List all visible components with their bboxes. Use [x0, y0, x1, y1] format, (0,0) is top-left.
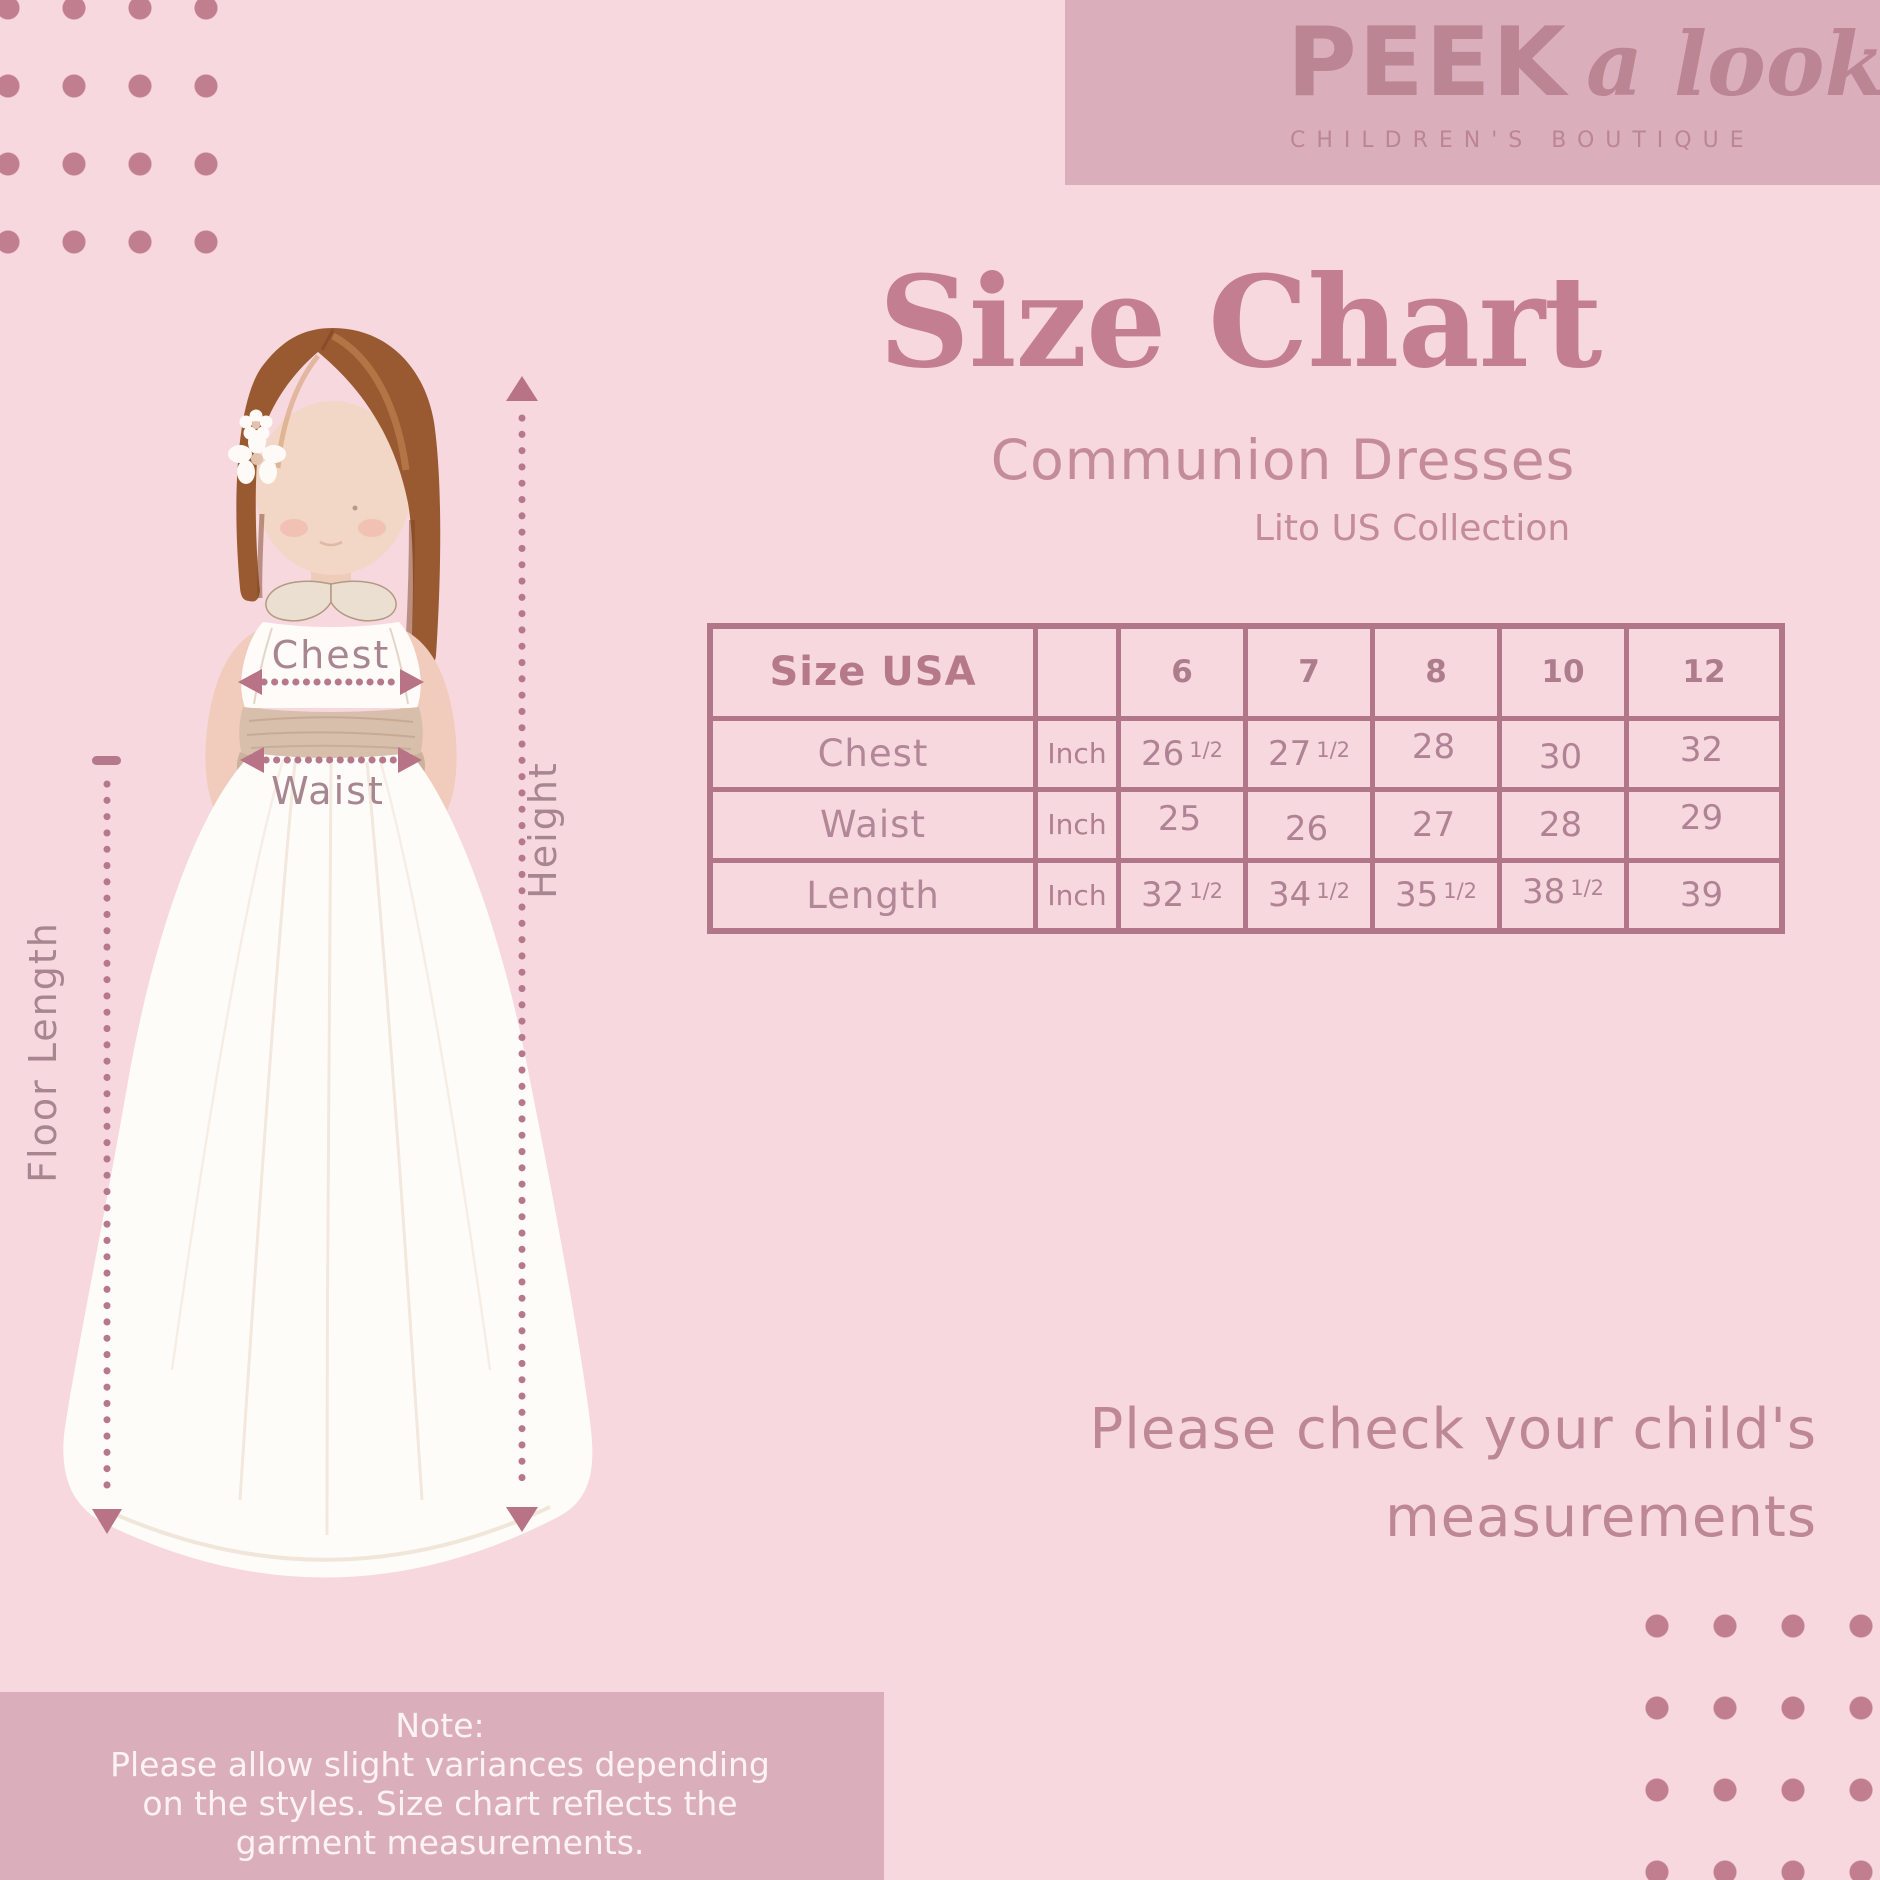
note-text: Note: Please allow slight variances depe… [40, 1706, 840, 1862]
height-measure-label: Height [521, 761, 565, 899]
table-row-chest: Chest Inch 26 1/2 27 1/2 28 30 32 [707, 715, 1785, 792]
cell-waist-12: 29 [1624, 786, 1785, 863]
waist-measure-label: Waist [271, 769, 385, 813]
chest-measure-label: Chest [272, 633, 391, 677]
cell-waist-10: 28 [1497, 786, 1629, 863]
floor-length-top-mark [92, 756, 121, 765]
cell-length-7: 34 1/2 [1243, 857, 1375, 934]
cell-length-6: 32 1/2 [1116, 857, 1248, 934]
row-label-length: Length [707, 857, 1038, 934]
size-col-10: 10 [1497, 623, 1629, 721]
blush-right [358, 519, 386, 537]
floor-length-arrow-down-icon [92, 1509, 122, 1534]
check-message-line2: measurements [1385, 1485, 1817, 1550]
chest-arrow-right-icon [400, 669, 424, 695]
brand-word: PEEK [1287, 8, 1569, 118]
note-line: Please allow slight variances depending [110, 1745, 770, 1784]
cell-chest-12: 32 [1624, 715, 1785, 792]
cell-waist-8: 27 [1370, 786, 1502, 863]
cell-waist-7: 26 [1243, 786, 1375, 863]
figure-collar-left [265, 580, 332, 622]
corner-dots-top-left [0, 0, 237, 269]
cell-chest-7: 27 1/2 [1243, 715, 1375, 792]
size-col-6: 6 [1116, 623, 1248, 721]
brand-tagline: CHILDREN'S BOUTIQUE [1290, 128, 1755, 153]
figure-bodice [241, 622, 421, 708]
measurement-figure: Chest Waist Height Floor Length [21, 328, 593, 1578]
size-table: Size USA 6 7 8 10 12 Chest Inch 26 1/2 27… [707, 623, 1785, 934]
collection-label: Lito US Collection [1253, 508, 1571, 549]
note-line: on the styles. Size chart reflects the [142, 1784, 738, 1823]
unit-cell: Inch [1033, 857, 1121, 934]
page-subtitle: Communion Dresses [990, 428, 1576, 492]
size-col-7: 7 [1243, 623, 1375, 721]
brand-panel: PEEK a look CHILDREN'S BOUTIQUE [1065, 0, 1880, 185]
size-col-8: 8 [1370, 623, 1502, 721]
row-label-waist: Waist [707, 786, 1038, 863]
figure-face [255, 401, 411, 575]
cell-length-8: 35 1/2 [1370, 857, 1502, 934]
blush-left [280, 519, 308, 537]
size-col-12: 12 [1624, 623, 1785, 721]
cell-length-12: 39 [1624, 857, 1785, 934]
check-message-line1: Please check your child's [1089, 1397, 1817, 1462]
unit-cell: Inch [1033, 786, 1121, 863]
note-title: Note: [395, 1706, 485, 1745]
brand-logo: PEEK a look [1287, 8, 1880, 118]
floor-length-measure-label: Floor Length [21, 921, 65, 1183]
table-row-length: Length Inch 32 1/2 34 1/2 35 1/2 38 1/2 39 [707, 857, 1785, 934]
corner-dots-bottom-right [1623, 1585, 1880, 1880]
waist-arrow-left-icon [240, 747, 264, 773]
table-row-waist: Waist Inch 25 26 27 28 29 [707, 786, 1785, 863]
cell-chest-10: 30 [1497, 715, 1629, 792]
note-line: garment measurements. [235, 1823, 645, 1862]
figure-collar-right [330, 580, 397, 622]
table-header-row: Size USA 6 7 8 10 12 [707, 623, 1785, 721]
height-arrow-up-icon [506, 376, 538, 401]
row-label-chest: Chest [707, 715, 1038, 792]
chest-arrow-left-icon [238, 669, 262, 695]
height-arrow-down-icon [506, 1507, 538, 1532]
corner-header: Size USA [707, 623, 1038, 721]
brand-script: a look [1586, 12, 1880, 116]
cell-chest-6: 26 1/2 [1116, 715, 1248, 792]
unit-header [1033, 623, 1121, 721]
hair-flower-large [228, 430, 286, 484]
note-panel: Note: Please allow slight variances depe… [0, 1692, 884, 1880]
cell-chest-8: 28 [1370, 715, 1502, 792]
check-measurements-message: Please check your child's measurements [917, 1386, 1817, 1562]
unit-cell: Inch [1033, 715, 1121, 792]
cell-length-10: 38 1/2 [1497, 857, 1629, 934]
cell-waist-6: 25 [1116, 786, 1248, 863]
waist-arrow-right-icon [398, 747, 422, 773]
page-title: Size Chart [878, 248, 1603, 396]
